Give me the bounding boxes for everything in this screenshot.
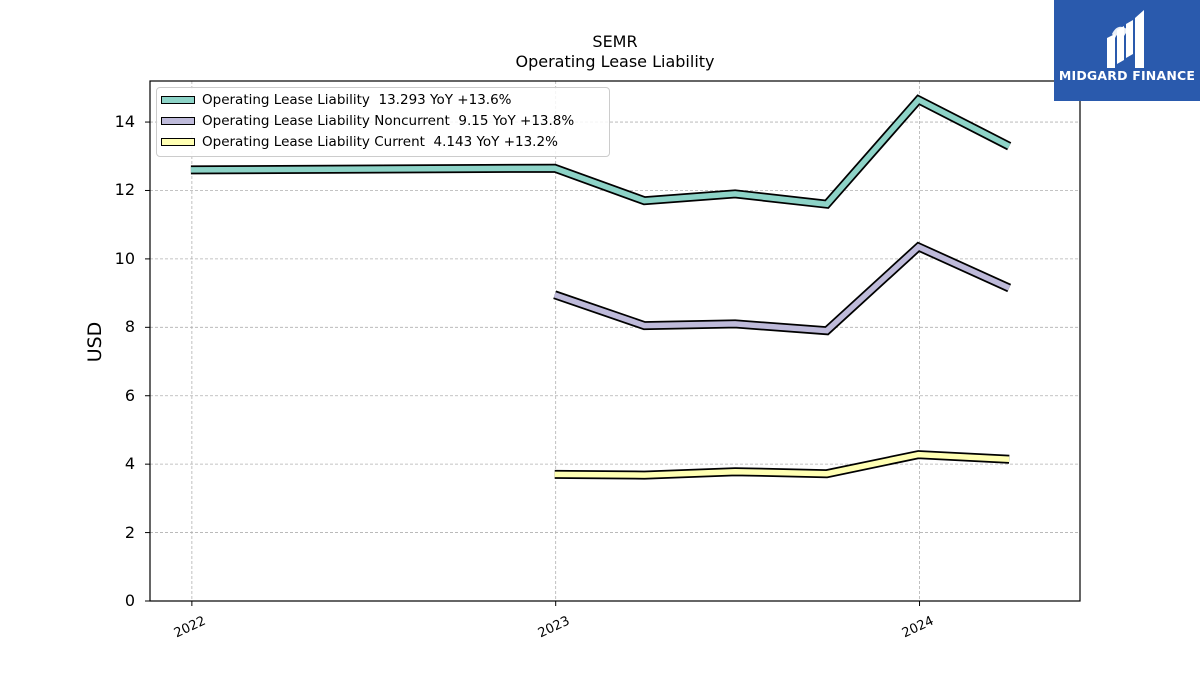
legend-swatch <box>161 138 195 146</box>
y-tick-label: 8 <box>124 317 135 337</box>
y-tick-label: 12 <box>114 180 135 200</box>
tick-marks <box>145 121 921 606</box>
legend-label: Operating Lease Liability 13.293 YoY +13… <box>202 92 512 108</box>
y-tick-label: 14 <box>114 112 135 132</box>
chart-legend: Operating Lease Liability 13.293 YoY +13… <box>156 87 610 157</box>
legend-entry: Operating Lease Liability Current 4.143 … <box>161 133 558 151</box>
chart-subtitle: Operating Lease Liability <box>515 52 715 71</box>
legend-entry: Operating Lease Liability 13.293 YoY +13… <box>161 91 512 109</box>
legend-label: Operating Lease Liability Current 4.143 … <box>202 134 558 150</box>
y-tick-label: 6 <box>124 385 135 405</box>
legend-swatch <box>161 117 195 125</box>
legend-entry: Operating Lease Liability Noncurrent 9.1… <box>161 112 574 130</box>
series-layer <box>190 94 1012 480</box>
y-tick-label: 2 <box>124 522 135 542</box>
y-tick-label: 10 <box>114 248 135 268</box>
series-line <box>554 451 1010 478</box>
series-line <box>553 243 1011 334</box>
y-axis-label: USD <box>84 321 106 363</box>
legend-label: Operating Lease Liability Noncurrent 9.1… <box>202 113 575 129</box>
y-tick-label: 0 <box>124 591 135 610</box>
y-tick-label: 4 <box>124 454 135 474</box>
midgard-m-logo-icon <box>1054 0 1200 101</box>
brand-name: MIDGARD FINANCE <box>1058 68 1196 83</box>
chart-title: SEMR <box>592 32 638 51</box>
legend-swatch <box>161 96 195 104</box>
grid-layer <box>150 81 1080 601</box>
brand-logo: MIDGARD FINANCE <box>1054 0 1200 101</box>
plot-area-frame <box>149 80 1081 602</box>
series-line <box>190 96 1011 208</box>
